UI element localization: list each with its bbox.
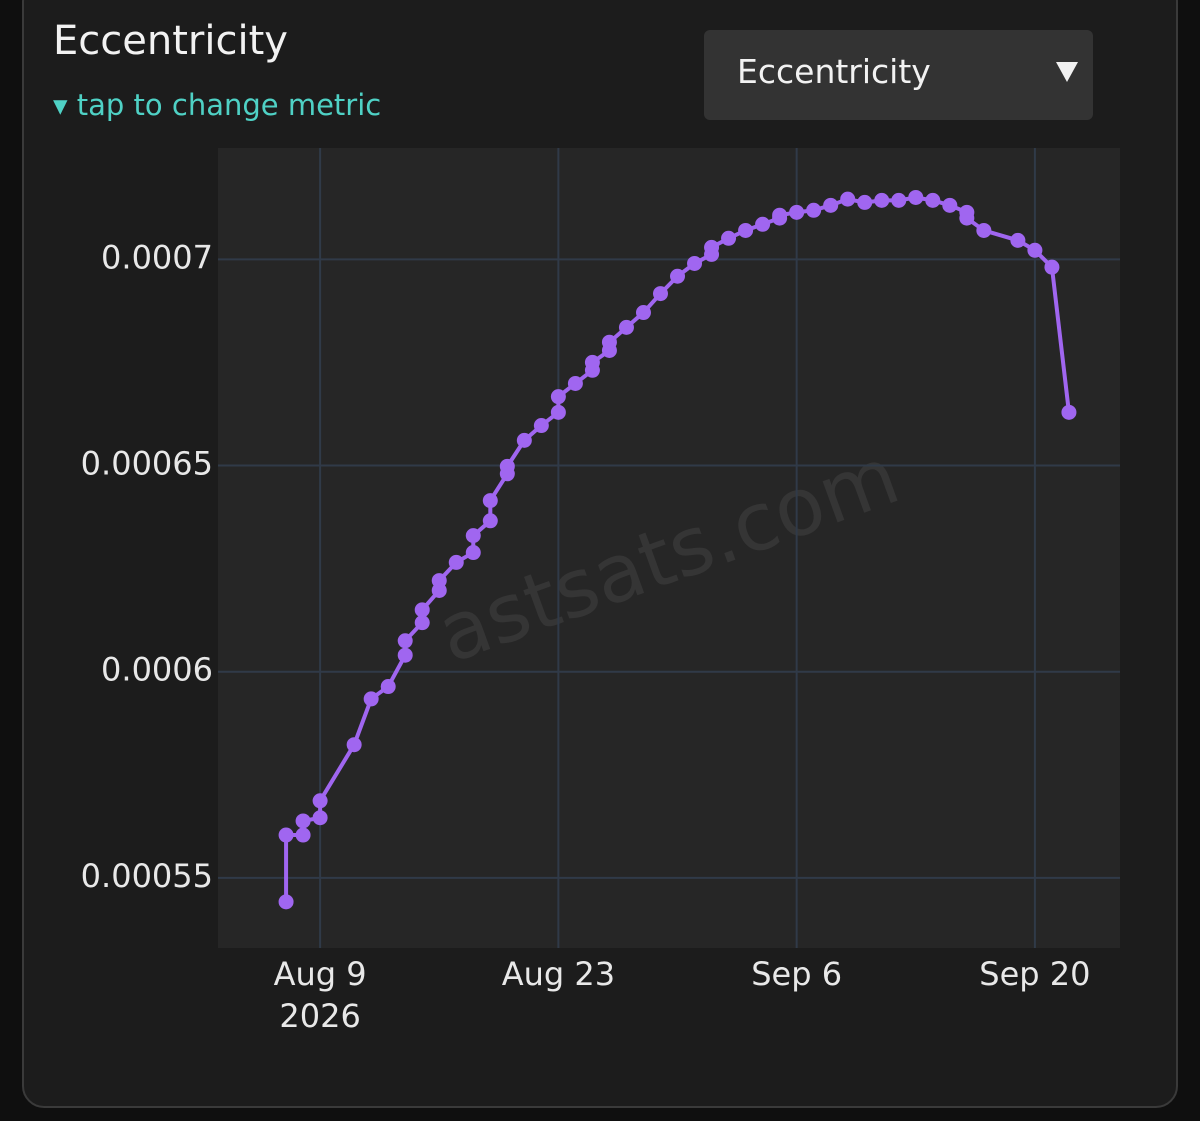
marker bbox=[533, 418, 549, 434]
marker bbox=[806, 202, 822, 218]
y-tick-label: 0.00065 bbox=[81, 445, 213, 483]
marker bbox=[857, 194, 873, 210]
marker bbox=[414, 615, 430, 631]
marker bbox=[755, 216, 771, 232]
dropdown-arrow[interactable] bbox=[1056, 62, 1078, 84]
marker bbox=[891, 192, 907, 208]
x-tick-label: Sep 6 bbox=[751, 955, 842, 993]
marker bbox=[772, 207, 788, 223]
marker bbox=[721, 230, 737, 246]
marker bbox=[789, 204, 805, 220]
x-tick-label: Sep 20 bbox=[979, 955, 1090, 993]
marker bbox=[397, 647, 413, 663]
dropdown-value[interactable]: Eccentricity bbox=[737, 52, 931, 91]
marker bbox=[465, 545, 481, 561]
marker bbox=[1027, 242, 1043, 258]
title: Eccentricity bbox=[53, 18, 288, 64]
x-tick-label: Aug 23 bbox=[502, 955, 615, 993]
marker bbox=[601, 334, 617, 350]
marker bbox=[363, 691, 379, 707]
marker bbox=[635, 305, 651, 321]
marker bbox=[567, 375, 583, 391]
y-tick-label: 0.0006 bbox=[101, 651, 213, 689]
marker bbox=[652, 286, 668, 302]
marker bbox=[448, 554, 464, 570]
marker bbox=[874, 192, 890, 208]
marker bbox=[312, 793, 328, 809]
y-tick-label: 0.0007 bbox=[101, 238, 213, 276]
marker bbox=[670, 268, 686, 284]
marker bbox=[1061, 404, 1077, 420]
marker bbox=[1010, 232, 1026, 248]
marker bbox=[346, 737, 362, 753]
marker bbox=[704, 239, 720, 255]
x-tick-sublabel: 2026 bbox=[279, 997, 360, 1035]
marker bbox=[959, 210, 975, 226]
marker bbox=[278, 827, 294, 843]
marker bbox=[976, 222, 992, 238]
marker bbox=[278, 894, 294, 910]
marker bbox=[312, 810, 328, 826]
marker bbox=[738, 222, 754, 238]
marker bbox=[618, 319, 634, 335]
y-tick-label: 0.00055 bbox=[81, 857, 213, 895]
marker bbox=[431, 573, 447, 589]
marker bbox=[1044, 259, 1060, 275]
marker bbox=[397, 633, 413, 649]
marker bbox=[516, 432, 532, 448]
marker bbox=[380, 679, 396, 695]
metric-dropdown[interactable]: Eccentricity bbox=[704, 30, 1093, 120]
plot-area bbox=[218, 148, 1120, 948]
marker bbox=[499, 458, 515, 474]
marker bbox=[295, 827, 311, 843]
marker bbox=[295, 813, 311, 829]
x-tick-label: Aug 9 bbox=[274, 955, 367, 993]
change-metric-hint[interactable]: ▾ tap to change metric bbox=[53, 88, 382, 122]
marker bbox=[550, 389, 566, 405]
marker bbox=[908, 189, 924, 205]
marker bbox=[823, 197, 839, 213]
marker bbox=[482, 493, 498, 509]
marker bbox=[414, 602, 430, 618]
marker bbox=[584, 354, 600, 370]
marker bbox=[482, 513, 498, 529]
marker bbox=[942, 197, 958, 213]
marker bbox=[687, 255, 703, 271]
marker bbox=[550, 404, 566, 420]
marker bbox=[465, 528, 481, 544]
marker bbox=[840, 191, 856, 207]
marker bbox=[925, 192, 941, 208]
